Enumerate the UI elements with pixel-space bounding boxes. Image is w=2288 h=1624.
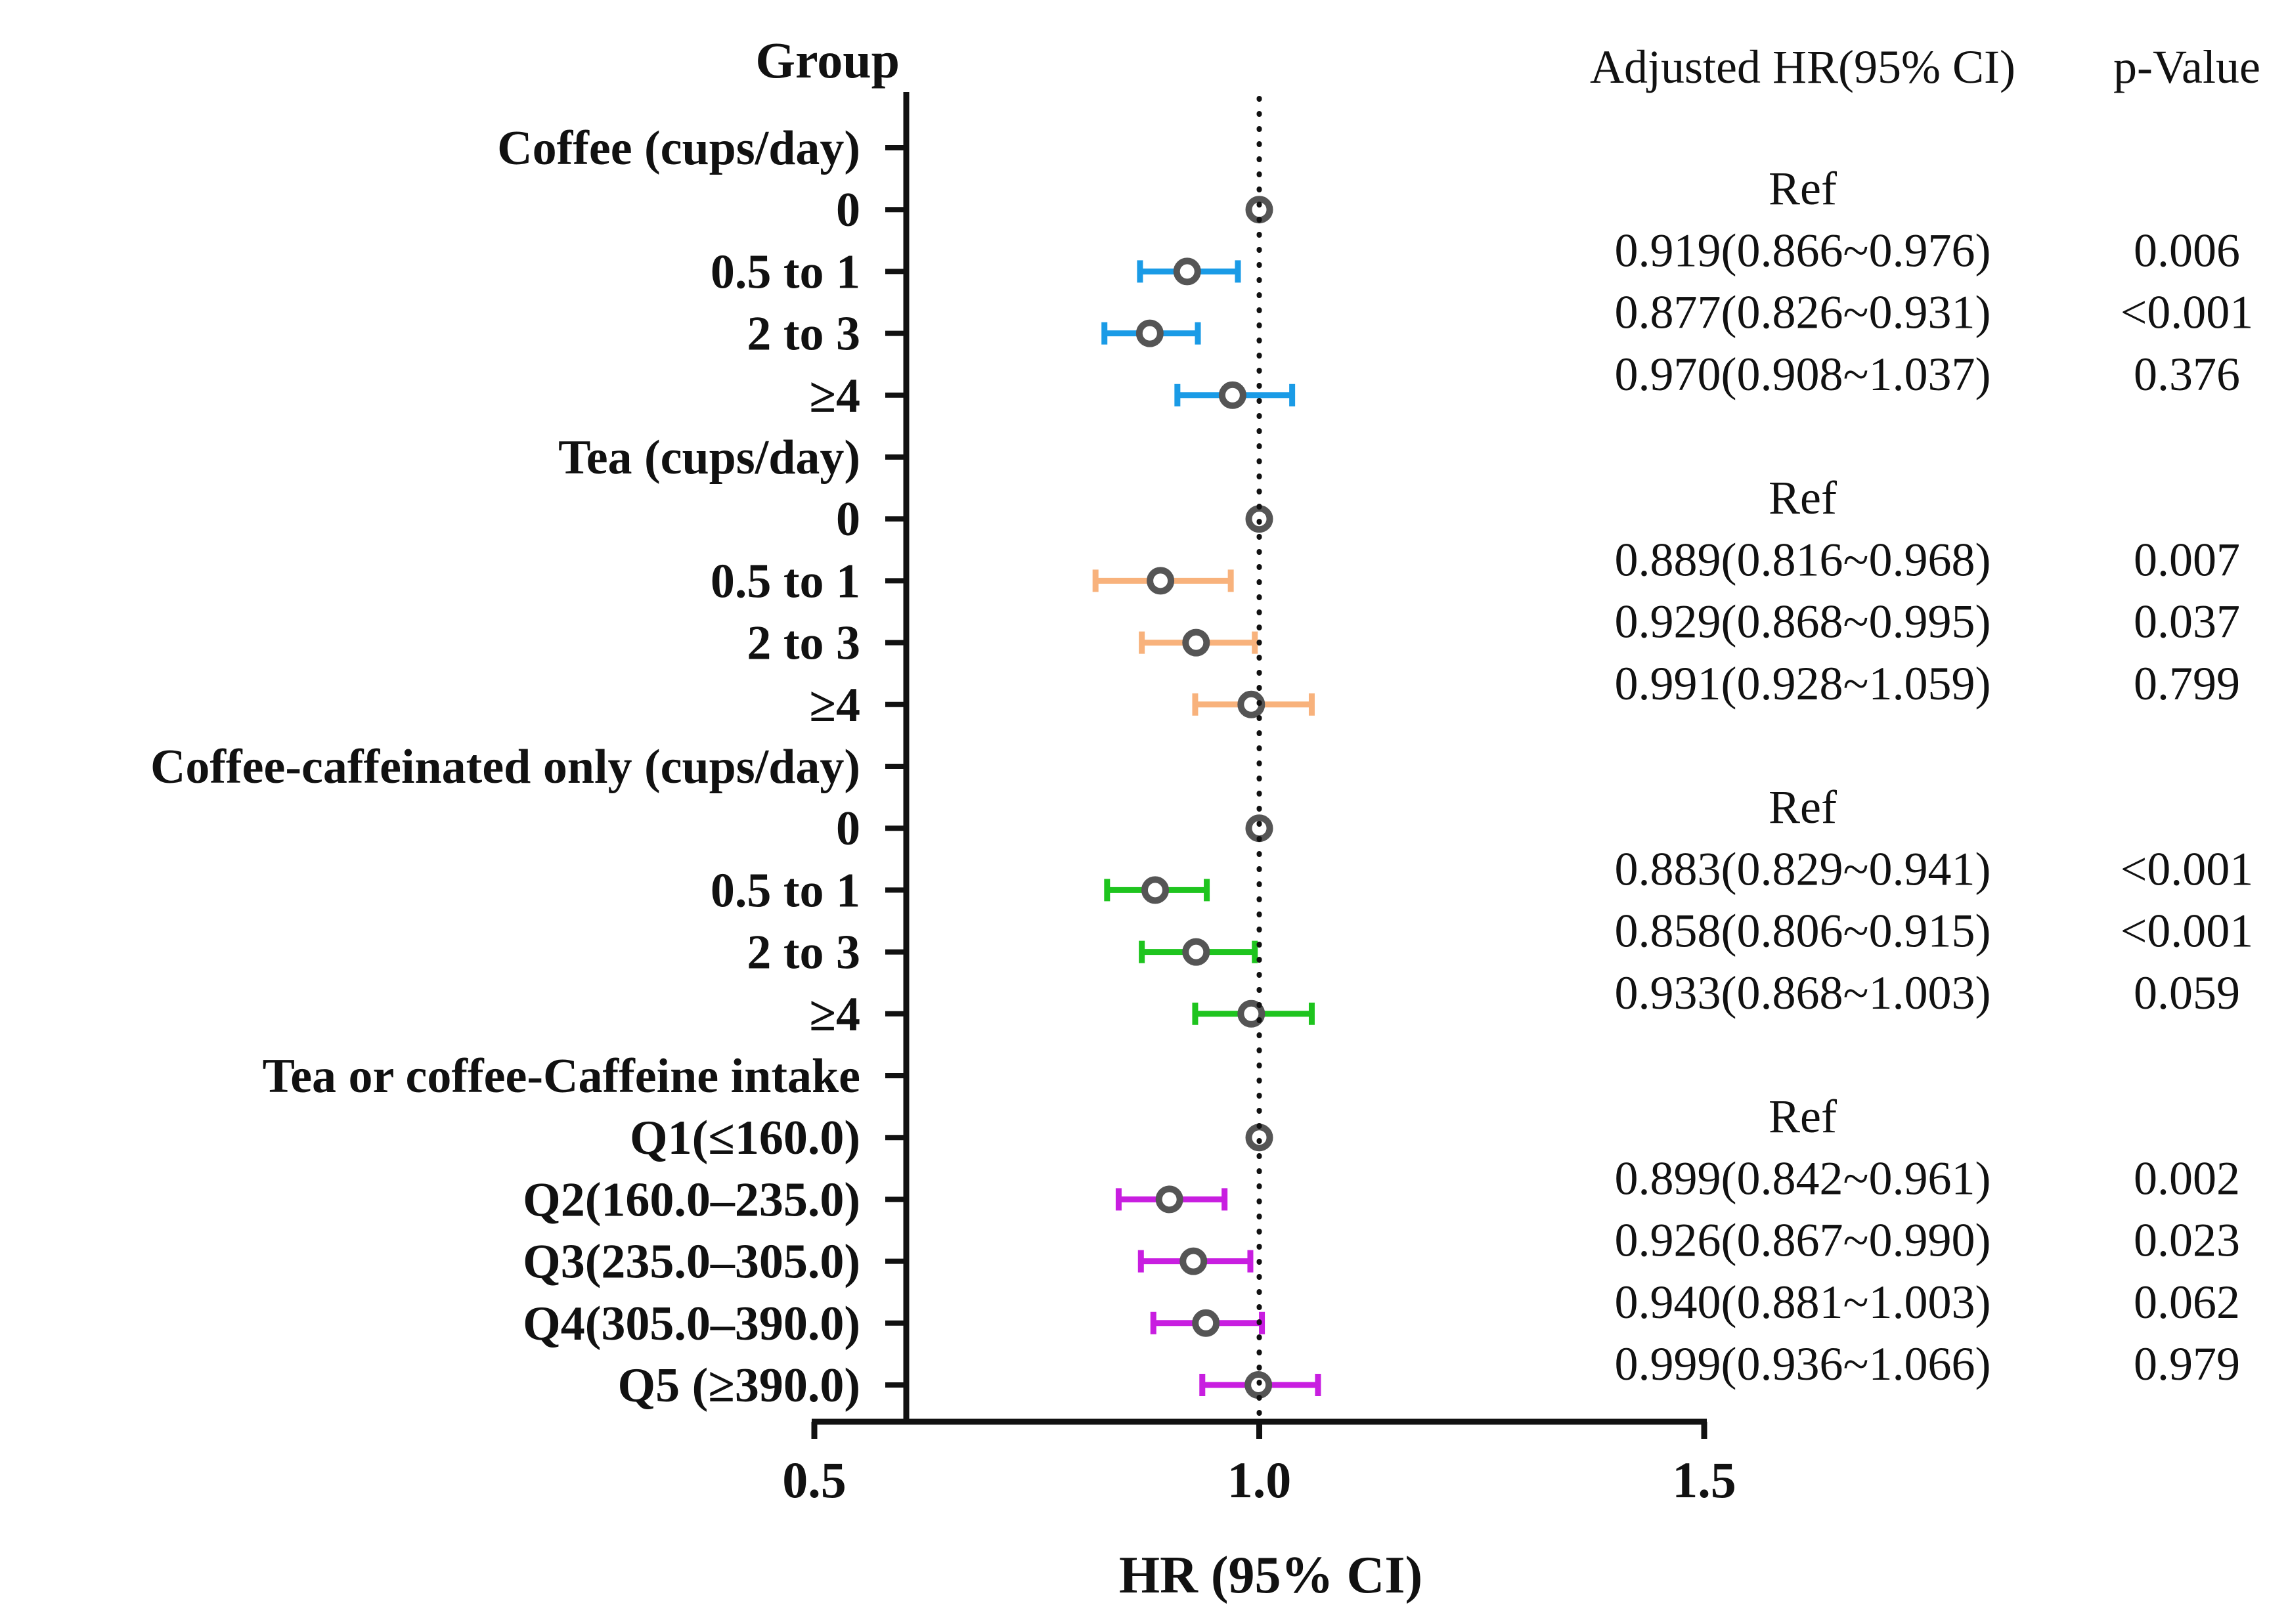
row-group-header: Tea or coffee-Caffeine intake — [263, 1049, 906, 1103]
table-row: Q2(160.0–235.0) 0.899(0.842~0.961) 0.002 — [523, 1152, 2240, 1227]
hr-ci-value: Ref — [1769, 781, 1837, 833]
hr-ci-value: 0.933(0.868~1.003) — [1615, 967, 1991, 1019]
table-row: ≥4 0.970(0.908~1.037) 0.376 — [809, 348, 2240, 423]
x-axis-label: HR (95% CI) — [1119, 1547, 1422, 1604]
row-label: 0 — [836, 493, 860, 546]
table-row: 0.5 to 1 0.919(0.866~0.976) 0.006 — [711, 224, 2240, 299]
table-row: ≥4 0.991(0.928~1.059) 0.799 — [809, 657, 2240, 732]
hr-point — [1192, 1309, 1220, 1337]
p-value: <0.001 — [2121, 286, 2254, 339]
row-label: 0.5 to 1 — [711, 245, 860, 299]
p-value: 0.062 — [2134, 1276, 2240, 1328]
p-value: 0.376 — [2134, 348, 2240, 401]
table-row: Q5 (≥390.0) 0.999(0.936~1.066) 0.979 — [618, 1338, 2240, 1413]
p-value: 0.007 — [2134, 533, 2240, 586]
row-label: ≥4 — [809, 678, 860, 732]
table-row: 2 to 3 0.929(0.868~0.995) 0.037 — [747, 596, 2240, 670]
hr-ci-value: Ref — [1769, 472, 1837, 524]
row-label: Q5 (≥390.0) — [618, 1359, 860, 1413]
p-value: 0.979 — [2134, 1338, 2240, 1390]
row-group-header: Tea (cups/day) — [558, 431, 906, 485]
hr-point — [1237, 690, 1265, 718]
table-row: 0 Ref — [836, 162, 1837, 237]
table-row: Q3(235.0–305.0) 0.926(0.867~0.990) 0.023 — [523, 1214, 2240, 1289]
row-label: Q3(235.0–305.0) — [523, 1235, 860, 1289]
p-value: 0.002 — [2134, 1152, 2240, 1204]
hr-ci-value: 0.858(0.806~0.915) — [1615, 905, 1991, 957]
hr-ci-value: 0.929(0.868~0.995) — [1615, 596, 1991, 648]
group-header: Group — [755, 32, 900, 89]
hr-ci-value: 0.919(0.866~0.976) — [1615, 224, 1991, 276]
row-group-header: Coffee-caffeinated only (cups/day) — [150, 740, 906, 794]
hr-ci-value: 0.926(0.867~0.990) — [1615, 1214, 1991, 1267]
hr-point — [1218, 381, 1246, 409]
table-row: ≥4 0.933(0.868~1.003) 0.059 — [809, 967, 2240, 1042]
x-tick-label: 1.5 — [1672, 1451, 1736, 1508]
p-value: 0.059 — [2134, 967, 2240, 1019]
hr-ci-value: Ref — [1769, 1090, 1837, 1143]
hr-ci-value: 0.940(0.881~1.003) — [1615, 1276, 1991, 1328]
hr-point — [1141, 876, 1169, 904]
p-value-column-header: p-Value — [2113, 41, 2260, 93]
x-tick-label: 0.5 — [782, 1451, 847, 1508]
hr-ci-value: 0.970(0.908~1.037) — [1615, 348, 1991, 401]
row-label: 0.5 to 1 — [711, 864, 860, 917]
table-row: 0.5 to 1 0.889(0.816~0.968) 0.007 — [711, 533, 2240, 608]
hr-ci-value: 0.991(0.928~1.059) — [1615, 657, 1991, 710]
hr-point — [1155, 1185, 1183, 1214]
row-label: 0 — [836, 802, 860, 856]
forest-rows: Coffee (cups/day) 0 Ref 0.5 to 1 0.919(0.866… — [150, 121, 2253, 1413]
table-row: Q1(≤160.0) Ref — [630, 1090, 1837, 1165]
row-label: 2 to 3 — [747, 617, 860, 670]
hr-point — [1173, 257, 1201, 286]
hr-point — [1147, 567, 1175, 595]
hr-point — [1237, 999, 1265, 1028]
group-label: Coffee (cups/day) — [497, 121, 860, 175]
row-label: ≥4 — [809, 988, 860, 1042]
hr-ci-value: 0.883(0.829~0.941) — [1615, 843, 1991, 895]
table-row: 0.5 to 1 0.883(0.829~0.941) <0.001 — [711, 843, 2253, 917]
row-label: 2 to 3 — [747, 926, 860, 980]
hr-ci-value: Ref — [1769, 162, 1837, 215]
table-row: 2 to 3 0.858(0.806~0.915) <0.001 — [747, 905, 2253, 980]
row-label: Q4(305.0–390.0) — [523, 1297, 860, 1351]
p-value: <0.001 — [2121, 843, 2254, 895]
row-label: 0 — [836, 183, 860, 237]
hr-point — [1179, 1247, 1208, 1275]
hr-ci-value: 0.999(0.936~1.066) — [1615, 1338, 1991, 1390]
hr-point — [1245, 1124, 1273, 1152]
hr-point — [1135, 319, 1164, 347]
table-row: 0 Ref — [836, 781, 1837, 856]
hr-ci-value: 0.889(0.816~0.968) — [1615, 533, 1991, 586]
p-value: 0.023 — [2134, 1214, 2240, 1267]
group-label: Tea (cups/day) — [558, 431, 860, 485]
table-row: 2 to 3 0.877(0.826~0.931) <0.001 — [747, 286, 2253, 361]
p-value: 0.037 — [2134, 596, 2240, 648]
hr-ci-value: 0.899(0.842~0.961) — [1615, 1152, 1991, 1204]
row-label: Q1(≤160.0) — [630, 1111, 860, 1165]
p-value: <0.001 — [2121, 905, 2254, 957]
table-row: Q4(305.0–390.0) 0.940(0.881~1.003) 0.062 — [523, 1276, 2240, 1351]
p-value: 0.799 — [2134, 657, 2240, 710]
row-label: ≥4 — [809, 369, 860, 423]
hr-point — [1182, 938, 1210, 966]
row-label: 2 to 3 — [747, 307, 860, 361]
row-label: Q2(160.0–235.0) — [523, 1173, 860, 1227]
hr-point — [1182, 628, 1210, 657]
group-label: Coffee-caffeinated only (cups/day) — [150, 740, 860, 794]
hr-column-header: Adjusted HR(95% CI) — [1590, 41, 2015, 93]
p-value: 0.006 — [2134, 224, 2240, 276]
x-axis: 0.5 1.0 1.5 — [782, 92, 1736, 1508]
hr-ci-value: 0.877(0.826~0.931) — [1615, 286, 1991, 339]
row-label: 0.5 to 1 — [711, 554, 860, 608]
row-group-header: Coffee (cups/day) — [497, 121, 906, 175]
x-tick-label: 1.0 — [1227, 1451, 1292, 1508]
group-label: Tea or coffee-Caffeine intake — [263, 1049, 860, 1103]
